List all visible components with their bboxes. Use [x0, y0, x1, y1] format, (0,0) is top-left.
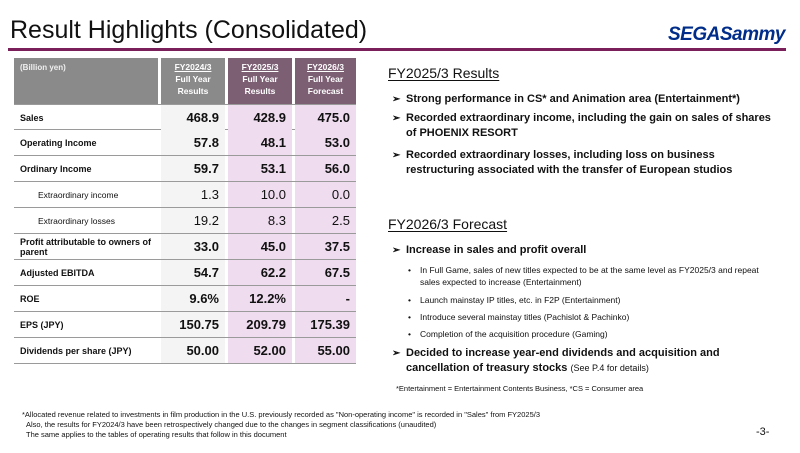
table-cell: 54.7: [161, 260, 225, 285]
table-cell: 52.00: [228, 338, 292, 363]
table-cell: 175.39: [295, 312, 356, 337]
table-cell: 56.0: [295, 156, 356, 181]
arrow-bullet-icon: ➢: [392, 150, 401, 161]
forecast-bullet: ➢ Decided to increase year-end dividends …: [392, 347, 720, 374]
results-table: (Billion yen) FY2024/3 Full Year Results…: [14, 58, 356, 364]
table-row: Operating Income 57.8 48.1 53.0: [14, 130, 356, 156]
page-title: Result Highlights (Consolidated): [10, 16, 368, 44]
row-label-roe: ROE: [20, 293, 40, 304]
arrow-bullet-icon: ➢: [392, 348, 401, 359]
dot-bullet-icon: •: [408, 312, 411, 322]
table-cell: 59.7: [161, 156, 225, 181]
footnote: *Allocated revenue related to investment…: [22, 410, 642, 440]
arrow-bullet-icon: ➢: [392, 113, 401, 124]
table-cell: 62.2: [228, 260, 292, 285]
table-cell: 209.79: [228, 312, 292, 337]
table-cell: 428.9: [228, 105, 292, 130]
table-row: ROE 9.6% 12.2% -: [14, 286, 356, 312]
see-page-reference: (See P.4 for details): [570, 363, 649, 373]
results-bullet: ➢ Recorded extraordinary income, includin…: [392, 112, 771, 139]
forecast-sub-bullet: • In Full Game, sales of new titles expec…: [408, 265, 759, 287]
table-cell: 10.0: [228, 182, 292, 207]
table-cell: 150.75: [161, 312, 225, 337]
table-header-row: (Billion yen) FY2024/3 Full Year Results…: [14, 58, 356, 104]
dot-bullet-icon: •: [408, 265, 411, 275]
table-row: Profit attributable to owners of parent …: [14, 234, 356, 260]
row-label-eps: EPS (JPY): [20, 319, 64, 330]
column-header-fy2025: FY2025/3 Full Year Results: [228, 58, 292, 104]
page-number: -3-: [756, 426, 770, 438]
unit-label: (Billion yen): [14, 58, 158, 104]
table-cell: 33.0: [161, 234, 225, 259]
forecast-sub-bullet: • Completion of the acquisition procedure…: [408, 329, 608, 339]
row-label-profit-attributable: Profit attributable to owners of parent: [20, 236, 152, 257]
table-cell: 37.5: [295, 234, 356, 259]
row-label-sales: Sales: [20, 112, 44, 123]
table-row: EPS (JPY) 150.75 209.79 175.39: [14, 312, 356, 338]
table-cell: 50.00: [161, 338, 225, 363]
row-label-dividends: Dividends per share (JPY): [20, 345, 132, 356]
table-cell: 67.5: [295, 260, 356, 285]
table-cell: 45.0: [228, 234, 292, 259]
title-divider: [8, 48, 786, 51]
table-cell: 53.1: [228, 156, 292, 181]
table-cell: 1.3: [161, 182, 225, 207]
row-label-extraordinary-income: Extraordinary income: [38, 189, 119, 200]
logo-sammy-text: Sammy: [719, 24, 786, 45]
table-cell: 55.00: [295, 338, 356, 363]
table-row: Extraordinary losses 19.2 8.3 2.5: [14, 208, 356, 234]
row-label-extraordinary-losses: Extraordinary losses: [38, 215, 116, 226]
column-header-fy2026: FY2026/3 Full Year Forecast: [295, 58, 356, 104]
company-logo: SEGASammy: [668, 24, 785, 46]
footnote-line: Also, the results for FY2024/3 have been…: [26, 420, 437, 429]
table-row: Ordinary Income 59.7 53.1 56.0: [14, 156, 356, 182]
table-row: Sales 468.9 428.9 475.0: [14, 104, 356, 130]
results-bullet: ➢ Recorded extraordinary losses, includin…: [392, 149, 733, 176]
forecast-sub-bullet: • Introduce several mainstay titles (Pach…: [408, 312, 630, 322]
forecast-bullet: ➢ Increase in sales and profit overall: [392, 244, 587, 256]
forecast-sub-bullet: • Launch mainstay IP titles, etc. in F2P …: [408, 295, 621, 305]
table-cell: 0.0: [295, 182, 356, 207]
arrow-bullet-icon: ➢: [392, 245, 401, 256]
logo-sega-text: SEGA: [668, 24, 720, 45]
footnote-line: *Allocated revenue related to investment…: [22, 410, 540, 419]
row-label-ordinary-income: Ordinary Income: [20, 163, 92, 174]
column-header-fy2024: FY2024/3 Full Year Results: [161, 58, 225, 104]
table-cell: 53.0: [295, 130, 356, 155]
results-section-title: FY2025/3 Results: [388, 65, 500, 81]
table-cell: 48.1: [228, 130, 292, 155]
row-label-operating-income: Operating Income: [20, 137, 97, 148]
table-row: Adjusted EBITDA 54.7 62.2 67.5: [14, 260, 356, 286]
table-cell: 12.2%: [228, 286, 292, 311]
table-row: Extraordinary income 1.3 10.0 0.0: [14, 182, 356, 208]
table-cell: 475.0: [295, 105, 356, 130]
results-bullet: ➢ Strong performance in CS* and Animation…: [392, 93, 740, 105]
table-cell: 19.2: [161, 208, 225, 233]
footnote-line: The same applies to the tables of operat…: [26, 430, 287, 439]
table-cell: 8.3: [228, 208, 292, 233]
definitions-note: *Entertainment = Entertainment Contents …: [396, 384, 644, 393]
forecast-section-title: FY2026/3 Forecast: [388, 216, 508, 232]
row-label-adjusted-ebitda: Adjusted EBITDA: [20, 267, 95, 278]
table-cell: 468.9: [161, 105, 225, 130]
arrow-bullet-icon: ➢: [392, 94, 401, 105]
table-cell: 2.5: [295, 208, 356, 233]
dot-bullet-icon: •: [408, 329, 411, 339]
table-cell: 57.8: [161, 130, 225, 155]
table-cell: -: [295, 286, 356, 311]
table-row: Dividends per share (JPY) 50.00 52.00 55…: [14, 338, 356, 364]
table-cell: 9.6%: [161, 286, 225, 311]
dot-bullet-icon: •: [408, 295, 411, 305]
